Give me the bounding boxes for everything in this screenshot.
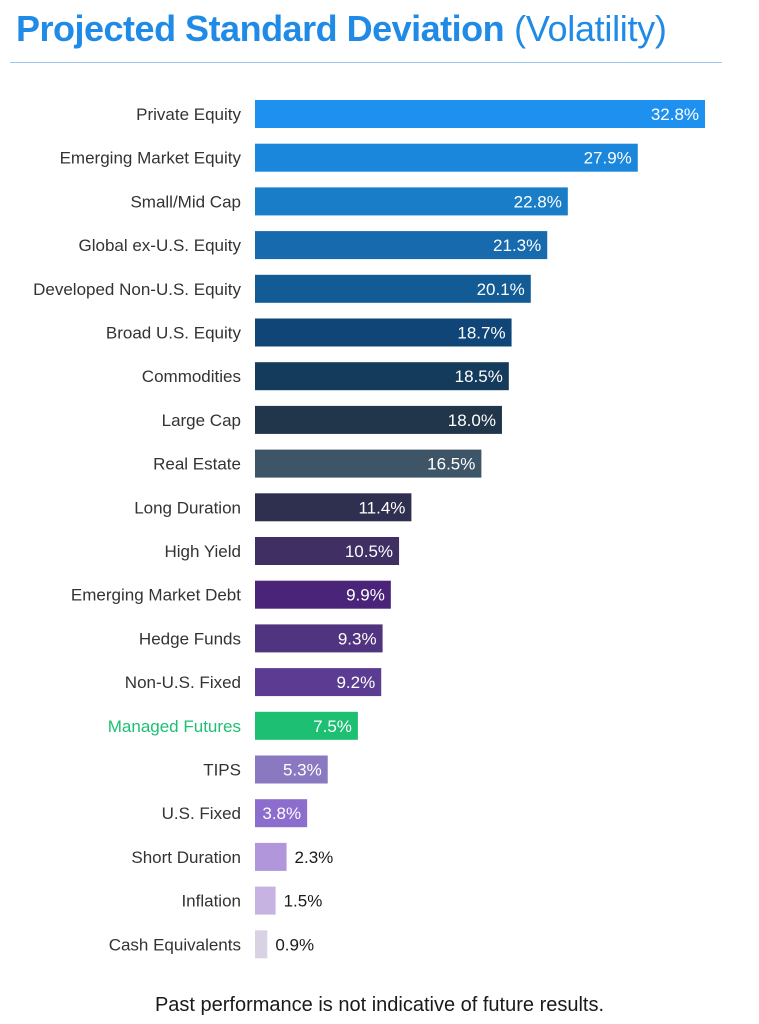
bar bbox=[255, 231, 548, 260]
category-label: Large Cap bbox=[162, 411, 241, 430]
value-label: 9.2% bbox=[336, 673, 375, 692]
bar-group: Real Estate 16.5% bbox=[153, 449, 482, 478]
bar bbox=[255, 100, 706, 128]
value-label: 2.3% bbox=[295, 848, 334, 867]
value-label: 3.8% bbox=[262, 804, 301, 823]
bar bbox=[255, 668, 382, 697]
bar-group: Small/Mid Cap 22.8% bbox=[130, 187, 568, 216]
bar-group: Long Duration 11.4% bbox=[134, 493, 412, 522]
value-label: 22.8% bbox=[514, 192, 562, 211]
value-label: 5.3% bbox=[283, 761, 322, 780]
category-label: Inflation bbox=[181, 892, 241, 911]
category-label: High Yield bbox=[164, 542, 241, 561]
value-label: 21.3% bbox=[493, 236, 541, 255]
category-label: Global ex-U.S. Equity bbox=[78, 236, 241, 255]
value-label: 9.3% bbox=[338, 629, 377, 648]
bar-group: Developed Non-U.S. Equity 20.1% bbox=[33, 274, 531, 303]
value-label: 27.9% bbox=[584, 149, 632, 168]
value-label: 0.9% bbox=[275, 935, 314, 954]
bar-group: Hedge Funds 9.3% bbox=[139, 624, 383, 653]
value-label: 18.7% bbox=[457, 324, 505, 343]
category-label: TIPS bbox=[203, 761, 241, 780]
category-label: Broad U.S. Equity bbox=[106, 324, 242, 343]
bar bbox=[255, 711, 358, 740]
category-label: U.S. Fixed bbox=[162, 804, 241, 823]
value-label: 18.0% bbox=[448, 411, 496, 430]
category-label: Emerging Market Equity bbox=[60, 149, 242, 168]
category-label: Hedge Funds bbox=[139, 629, 241, 648]
value-label: 9.9% bbox=[346, 586, 385, 605]
bar bbox=[255, 143, 638, 172]
bar-group: Broad U.S. Equity 18.7% bbox=[106, 318, 512, 347]
category-label: Commodities bbox=[142, 367, 241, 386]
bar-group: Private Equity 32.8% bbox=[136, 100, 706, 128]
bar-group: U.S. Fixed 3.8% bbox=[162, 799, 308, 828]
value-label: 18.5% bbox=[455, 367, 503, 386]
bar bbox=[255, 449, 482, 478]
bar-group: Large Cap 18.0% bbox=[162, 405, 502, 434]
bar-group: Emerging Market Equity 27.9% bbox=[60, 143, 638, 172]
chart-title: Projected Standard Deviation (Volatility… bbox=[16, 8, 736, 64]
bar bbox=[255, 624, 383, 653]
bar bbox=[255, 930, 268, 959]
bar bbox=[255, 187, 568, 216]
value-label: 10.5% bbox=[345, 542, 393, 561]
bar-group: Short Duration 2.3% bbox=[131, 842, 334, 871]
value-label: 7.5% bbox=[313, 717, 352, 736]
bar-group: Emerging Market Debt 9.9% bbox=[71, 580, 391, 609]
volatility-bar-chart: Private Equity 32.8% Emerging Market Equit… bbox=[33, 100, 706, 959]
bar bbox=[255, 405, 502, 434]
bar bbox=[255, 799, 308, 828]
bar bbox=[255, 886, 276, 915]
category-label: Cash Equivalents bbox=[109, 935, 241, 954]
category-label: Long Duration bbox=[134, 498, 241, 517]
bar bbox=[255, 842, 287, 871]
category-label: Private Equity bbox=[136, 105, 241, 124]
value-label: 32.8% bbox=[651, 105, 699, 124]
title-subtitle: (Volatility) bbox=[514, 8, 667, 49]
bar bbox=[255, 755, 328, 784]
bar-group: Cash Equivalents 0.9% bbox=[109, 930, 314, 959]
bar-group: Commodities 18.5% bbox=[142, 362, 509, 391]
value-label: 11.4% bbox=[358, 498, 405, 517]
category-label: Non-U.S. Fixed bbox=[125, 673, 241, 692]
bar bbox=[255, 493, 412, 522]
category-label: Managed Futures bbox=[108, 717, 241, 736]
bar-group: High Yield 10.5% bbox=[164, 537, 400, 565]
bar bbox=[255, 362, 509, 391]
title-divider bbox=[10, 62, 722, 63]
bar-group: Non-U.S. Fixed 9.2% bbox=[125, 668, 382, 697]
bar bbox=[255, 537, 400, 565]
bar-group: TIPS 5.3% bbox=[203, 755, 328, 784]
category-label: Small/Mid Cap bbox=[130, 192, 241, 211]
value-label: 20.1% bbox=[477, 280, 525, 299]
bar bbox=[255, 318, 512, 347]
bar-group: Global ex-U.S. Equity 21.3% bbox=[78, 231, 548, 260]
category-label: Emerging Market Debt bbox=[71, 586, 241, 605]
footnote: Past performance is not indicative of fu… bbox=[154, 994, 605, 1016]
bar-group: Inflation 1.5% bbox=[181, 886, 323, 915]
title-main: Projected Standard Deviation bbox=[16, 8, 505, 49]
bar bbox=[255, 274, 531, 303]
bar bbox=[255, 580, 391, 609]
bar-group: Managed Futures 7.5% bbox=[108, 711, 358, 740]
category-label: Developed Non-U.S. Equity bbox=[33, 280, 241, 299]
value-label: 1.5% bbox=[284, 892, 323, 911]
category-label: Short Duration bbox=[131, 848, 241, 867]
value-label: 16.5% bbox=[427, 455, 475, 474]
category-label: Real Estate bbox=[153, 455, 241, 474]
